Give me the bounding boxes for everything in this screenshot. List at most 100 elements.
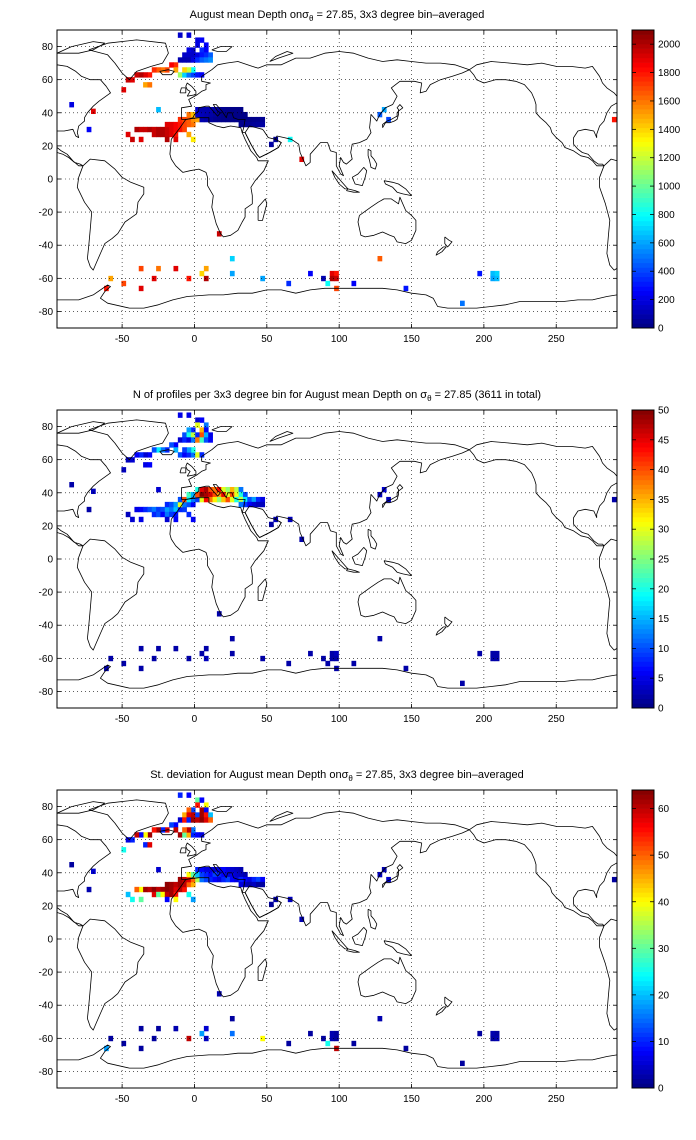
- bin-cell: [203, 866, 209, 873]
- bin-cell: [216, 611, 222, 617]
- colorbar-tick-label: 0: [658, 324, 664, 335]
- coastline-philippines: [367, 528, 378, 550]
- bin-cell: [490, 655, 496, 662]
- coastline-ireland: [179, 467, 187, 474]
- bin-cell: [121, 660, 127, 667]
- bin-cell: [182, 437, 187, 443]
- bin-cell: [203, 817, 209, 823]
- colorbar-tick-label: 1600: [658, 96, 681, 107]
- bin-cell: [229, 486, 235, 493]
- bin-cell: [247, 121, 253, 128]
- x-tick-label: 150: [403, 1094, 420, 1105]
- colorbar-segment: [632, 517, 654, 523]
- bin-cell: [208, 111, 213, 118]
- bin-cell: [182, 126, 187, 133]
- bin-cell: [216, 876, 222, 883]
- bin-cell: [190, 516, 196, 523]
- colorbar-segment: [632, 652, 654, 658]
- colorbar-segment: [632, 141, 654, 147]
- bin-cell: [212, 116, 218, 123]
- bin-cell: [143, 832, 148, 838]
- bin-cell: [225, 496, 231, 503]
- colorbar-segment: [632, 132, 654, 138]
- bin-cell: [190, 807, 196, 813]
- bin-cell: [225, 111, 231, 118]
- bin-cell: [351, 1040, 357, 1047]
- bin-cell: [308, 650, 313, 657]
- bin-cell: [186, 491, 192, 498]
- bin-cell: [138, 1025, 144, 1032]
- coastline-borneo: [351, 166, 368, 187]
- bin-cell: [321, 655, 326, 662]
- bin-cell: [199, 812, 205, 818]
- bin-cell: [238, 866, 244, 873]
- colorbar-segment: [632, 442, 654, 448]
- bin-cell: [251, 496, 257, 503]
- coastline-japan: [382, 864, 404, 888]
- colorbar-segment: [632, 577, 654, 583]
- coastline-eurasia: [180, 51, 470, 177]
- bin-cell: [186, 447, 192, 453]
- bin-cell: [494, 650, 500, 657]
- bin-cell: [203, 106, 209, 113]
- coastline-madagascar: [257, 198, 268, 221]
- colorbar-segment: [632, 104, 654, 110]
- colorbar-frame: [631, 789, 655, 1089]
- bin-cell: [186, 817, 192, 823]
- bin-cell: [143, 886, 148, 893]
- bin-cell: [195, 491, 200, 498]
- colorbar-segment: [632, 915, 654, 921]
- bin-cell: [121, 847, 127, 853]
- y-tick-label: -80: [39, 687, 54, 698]
- colorbar-segment: [632, 447, 654, 453]
- colorbar-segment: [632, 897, 654, 903]
- colorbar-segment: [632, 461, 654, 467]
- colorbar-tick-label: 400: [658, 267, 675, 278]
- bin-cell: [234, 876, 239, 883]
- bin-cell: [160, 891, 166, 898]
- bin-cell: [190, 432, 196, 438]
- bin-cell: [164, 126, 170, 133]
- bin-cell: [190, 121, 196, 128]
- bin-cell: [203, 802, 209, 808]
- bin-cell: [160, 827, 166, 833]
- y-tick-label: -80: [39, 1067, 54, 1078]
- bin-cell: [494, 270, 500, 277]
- bin-cell: [147, 886, 153, 893]
- bin-cell: [186, 871, 192, 878]
- coastline-africa: [169, 877, 269, 998]
- bin-cell: [186, 511, 192, 518]
- colorbar-segment: [632, 30, 654, 35]
- bin-cell: [208, 817, 213, 823]
- bin-cell: [216, 116, 222, 123]
- colorbar-segment: [632, 845, 654, 851]
- colorbar-segment: [632, 817, 654, 823]
- bin-cell: [156, 486, 161, 493]
- bin-cell: [125, 837, 131, 843]
- bin-cell: [321, 1035, 326, 1042]
- bin-cell: [229, 106, 235, 113]
- bin-cell: [125, 511, 131, 518]
- colorbar-segment: [632, 1022, 654, 1028]
- bin-cell: [490, 1030, 496, 1037]
- bin-cell: [212, 876, 218, 883]
- bin-cell: [190, 832, 196, 838]
- bin-cell: [195, 437, 200, 443]
- bin-cell: [212, 111, 218, 118]
- bin-cell: [203, 1025, 209, 1032]
- x-tick-label: 0: [192, 334, 198, 345]
- bin-cell: [186, 437, 192, 443]
- bin-cell: [221, 876, 226, 883]
- bin-cell: [138, 265, 144, 272]
- bin-cell: [299, 916, 305, 923]
- colorbar-segment: [632, 169, 654, 175]
- bin-cell: [225, 491, 231, 498]
- colorbar-segment: [632, 586, 654, 592]
- chart-panel-2: -50 0 50 100 150 200 250806040200-20-40-60-80N…: [39, 389, 670, 725]
- colorbar-segment: [632, 1004, 654, 1010]
- bin-cell: [143, 506, 148, 513]
- colorbar-segment: [632, 300, 654, 306]
- colorbar-segment: [632, 887, 654, 893]
- colorbar-segment: [632, 174, 654, 180]
- colorbar-segment: [632, 211, 654, 217]
